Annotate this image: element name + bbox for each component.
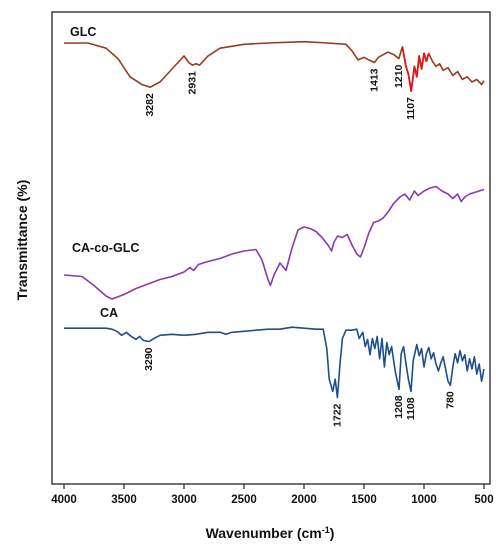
series-label-ca: CA — [100, 306, 118, 320]
series-label-glc: GLC — [70, 25, 96, 39]
x-tick-label: 4000 — [51, 494, 77, 506]
peak-label: 1722 — [331, 403, 343, 427]
x-tick-label: 1500 — [351, 494, 377, 506]
x-tick-label: 3500 — [111, 494, 137, 506]
series-highlight-glc — [401, 46, 430, 92]
y-axis-title: Transmittance (%) — [14, 180, 30, 301]
peak-label: 1107 — [405, 97, 417, 120]
peak-label: 1210 — [393, 64, 405, 88]
x-tick-label: 500 — [474, 494, 493, 506]
x-tick-label: 3000 — [171, 494, 197, 506]
peak-label: 1108 — [405, 397, 417, 420]
x-tick-label: 1000 — [411, 494, 437, 506]
series-labels: GLC CA-co-GLC CA — [70, 25, 139, 320]
peak-label: 3290 — [143, 347, 155, 371]
peak-label: 1413 — [368, 68, 380, 92]
x-tick-label: 2000 — [291, 494, 317, 506]
series-group — [63, 40, 485, 399]
peak-label: 3282 — [144, 93, 156, 117]
x-axis-ticks: 4000 3500 3000 2500 2000 1500 1000 500 — [51, 484, 494, 506]
series-label-ca-co-glc: CA-co-GLC — [72, 241, 139, 255]
x-tick-label: 2500 — [231, 494, 257, 506]
x-axis-title: Wavenumber (cm-1) — [206, 525, 335, 541]
plot-frame — [51, 11, 491, 485]
series-line-ca — [64, 326, 485, 399]
series-line-glc — [64, 40, 485, 92]
peak-label: 1208 — [393, 395, 405, 419]
series-line-ca-co-glc — [63, 185, 485, 300]
peak-label: 2931 — [186, 71, 198, 95]
peak-label: 780 — [444, 391, 456, 409]
